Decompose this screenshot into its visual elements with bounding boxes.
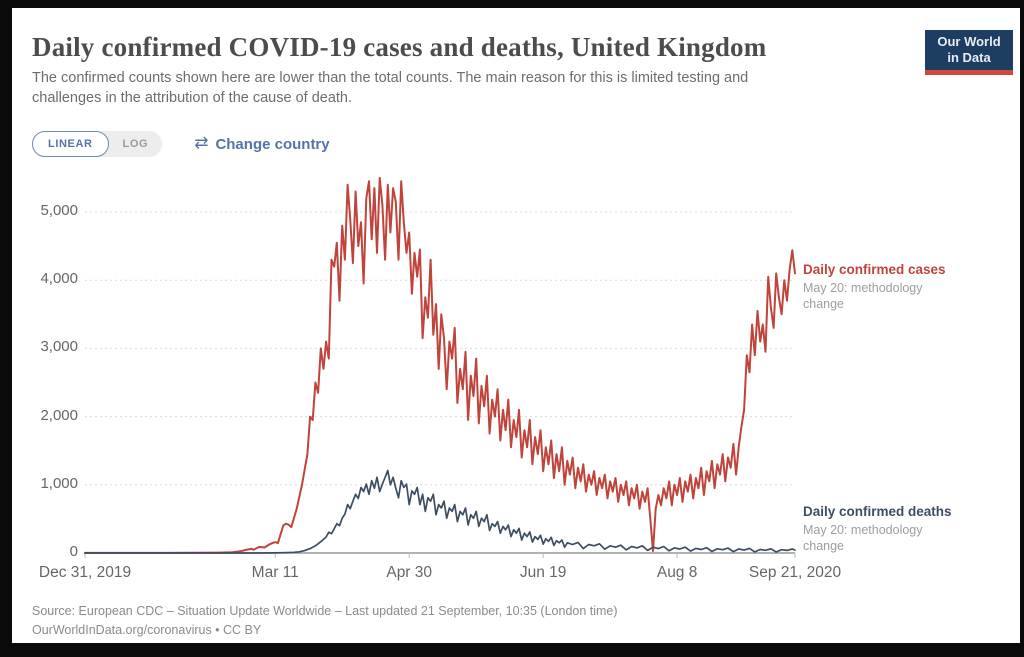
cases-note-line-2: change [803, 297, 845, 312]
deaths-note-line-1: May 20: methodology [803, 522, 923, 537]
deaths-legend-label: Daily confirmed deaths [803, 504, 952, 519]
cases-note-line-1: May 20: methodology [803, 280, 923, 295]
linear-scale-button[interactable]: LINEAR [32, 131, 109, 157]
deaths-note-line-2: change [803, 539, 845, 554]
x-axis-label: Mar 11 [251, 564, 299, 581]
x-axis-label: Jun 19 [519, 564, 567, 581]
owid-logo-line-2: in Data [947, 50, 991, 65]
source-line-1: Source: European CDC – Situation Update … [32, 604, 618, 618]
subtitle-line-1: The confirmed counts shown here are lowe… [32, 70, 749, 86]
deaths-legend: Daily confirmed deaths May 20: methodolo… [803, 504, 1018, 554]
chart-card: Daily confirmed COVID-19 cases and death… [12, 8, 1020, 643]
change-country-label: Change country [215, 135, 330, 153]
log-scale-button[interactable]: LOG [109, 132, 163, 156]
deaths-legend-note: May 20: methodology change [803, 522, 1018, 555]
y-axis-label: 3,000 [40, 338, 78, 356]
page-title: Daily confirmed COVID-19 cases and death… [32, 32, 767, 62]
y-axis-label: 0 [69, 543, 78, 560]
y-axis-label: 1,000 [40, 474, 78, 492]
y-axis-label: 5,000 [40, 202, 78, 219]
scale-toggle: LINEAR LOG [32, 131, 163, 157]
swap-arrows-icon: ⇄ [194, 133, 209, 152]
x-axis-label: Apr 30 [386, 564, 433, 581]
change-country-button[interactable]: ⇄ Change country [194, 133, 330, 154]
chart-area: Daily confirmed cases May 20: methodolog… [12, 170, 1020, 606]
x-axis-label: Sep 21, 2020 [748, 564, 842, 581]
chart-subtitle: The confirmed counts shown here are lowe… [32, 68, 748, 109]
cases-legend-label: Daily confirmed cases [803, 262, 946, 277]
x-axis-label: Aug 8 [656, 564, 698, 581]
chart-controls: LINEAR LOG ⇄ Change country [32, 130, 330, 158]
y-axis-label: 2,000 [40, 406, 78, 424]
owid-logo-line-1: Our World [937, 33, 1001, 49]
cases-legend-note: May 20: methodology change [803, 280, 1018, 313]
x-axis-label: Dec 31, 2019 [38, 564, 132, 581]
owid-logo[interactable]: Our World in Data [925, 30, 1013, 75]
source-line-2: OurWorldInData.org/coronavirus • CC BY [32, 623, 262, 638]
cases-legend: Daily confirmed cases May 20: methodolog… [803, 262, 1018, 312]
source-footer: Source: European CDC – Situation Update … [32, 602, 618, 641]
subtitle-line-2: challenges in the attribution of the cau… [32, 90, 353, 107]
y-axis-label: 4,000 [40, 270, 78, 288]
cases-line[interactable] [84, 176, 796, 554]
chart-plot[interactable] [12, 170, 1020, 606]
deaths-line[interactable] [84, 469, 796, 554]
